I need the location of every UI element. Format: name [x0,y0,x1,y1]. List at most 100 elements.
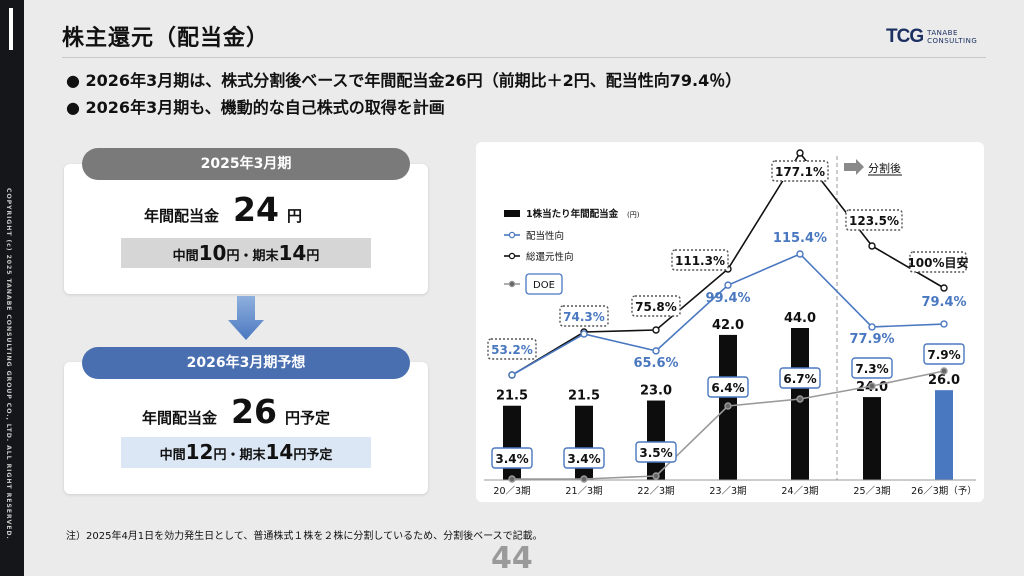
dividend-bar [935,390,953,480]
bar-value-label: 21.5 [496,389,528,404]
bar-value-label: 21.5 [568,389,600,404]
dividend-bar [647,400,665,480]
breakdown-text: 中間 [159,448,186,463]
doe-label-box [707,376,749,398]
x-tick-label: 24／3期 [781,486,818,497]
payout-point [940,320,948,328]
doe-label: 7.3% [855,362,888,376]
total-return-label: 177.1% [775,165,825,179]
amount-label: 年間配当金 [144,207,220,225]
total-return-label: 75.8% [635,300,677,314]
payout-label: 99.4% [705,291,750,306]
doe-point [652,472,660,480]
doe-label-box [851,357,893,379]
payout-label-box [559,305,609,327]
doe-point [724,402,732,410]
doe-point [508,475,516,483]
doe-label: 7.9% [927,348,960,362]
card-2026-amount: 年間配当金 26 円予定 [142,392,330,431]
card-2025-amount: 年間配当金 24 円 [144,190,302,229]
company-logo: TCG TANABE CONSULTING [886,26,977,48]
legend-bar-unit: (円) [627,211,640,219]
payout-point [580,330,588,338]
breakdown-num: 14 [278,241,307,265]
payout-label: 65.6% [633,356,678,371]
x-tick-label: 25／3期 [853,486,890,497]
down-arrow-icon [228,296,264,340]
amount-value: 24 [233,190,279,229]
bullet-item: ● 2026年3月期は、株式分割後ベースで年間配当金26円（前期比＋2円、配当性… [66,71,742,90]
payout-label: 77.9% [849,332,894,347]
amount-label: 年間配当金 [142,409,218,427]
logo-mark: TCG [886,26,924,47]
legend-total-dot [508,252,516,260]
breakdown-text: 円 [306,249,320,264]
doe-label-box [635,441,677,463]
total-return-label-box [909,251,967,273]
bar-value-label: 44.0 [784,311,816,326]
card-2025-breakdown: 中間 10 円・期末 14 円 [121,238,371,268]
bar-value-label: 42.0 [712,318,744,333]
copyright-text: COPYRIGHT (c) 2025 TANABE CONSULTING GRO… [5,188,12,540]
bar-value-label: 26.0 [928,373,960,388]
dividend-bar [503,405,521,480]
title-divider [62,57,986,58]
legend-bar-label: 1株当たり年間配当金 [526,208,619,220]
dividend-card-2025 [64,164,428,294]
doe-label: 3.4% [567,452,600,466]
legend-doe-label: DOE [533,280,555,291]
total-return-point [868,242,876,250]
total-return-label-box [771,160,829,182]
total-return-point [940,284,948,292]
dividend-card-2026 [64,362,428,494]
doe-label: 3.4% [495,452,528,466]
total-return-point [652,326,660,334]
page-title: 株主還元（配当金） [62,26,270,51]
logo-line2: CONSULTING [927,37,978,45]
payout-point [724,281,732,289]
legend-bar-swatch [504,210,520,217]
payout-point [796,250,804,258]
legend-payout-dot [508,231,516,239]
split-annotation: 分割後 [868,161,901,175]
card-2026-breakdown: 中間 12 円・期末 14 円予定 [121,437,371,468]
total-return-label-box [845,209,903,231]
logo-name: TANABE CONSULTING [927,29,977,45]
total-return-label: 111.3% [675,254,725,268]
page-number: 44 [491,541,533,576]
card-2025-title: 2025年3月期 [82,148,410,180]
total-return-label: 100%目安 [907,255,968,270]
doe-label-box [563,447,605,469]
total-return-label: 123.5% [849,214,899,228]
total-return-point [796,149,804,157]
breakdown-num: 12 [185,440,214,464]
doe-point [580,475,588,483]
payout-point [652,347,660,355]
legend-doe-box [525,273,563,295]
payout-label: 53.2% [491,343,533,357]
payout-label-box [487,338,537,360]
doe-point [796,395,804,403]
doe-point [868,382,876,390]
total-return-label-box [671,249,729,271]
breakdown-text: 中間 [172,249,199,264]
breakdown-text: 円・期末 [226,249,279,264]
doe-label-box [491,447,533,469]
doe-label-box [779,367,821,389]
amount-value: 26 [231,392,277,431]
breakdown-num: 14 [265,440,294,464]
logo-line1: TANABE [927,29,958,37]
x-tick-label: 26／3期（予） [911,485,977,497]
sidebar: COPYRIGHT (c) 2025 TANABE CONSULTING GRO… [0,0,24,576]
card-2026-title: 2026年3月期予想 [82,347,410,379]
sidebar-accent [9,8,13,50]
breakdown-num: 10 [198,241,227,265]
bullet-list: ● 2026年3月期は、株式分割後ベースで年間配当金26円（前期比＋2円、配当性… [66,67,741,121]
dividend-bar [575,405,593,480]
bar-value-label: 23.0 [640,384,672,399]
dividend-chart: 21.521.523.042.044.024.026.020／3期21／3期22… [484,149,977,497]
payout-point [868,323,876,331]
dividend-bar [863,397,881,480]
split-arrow-icon [844,159,864,175]
payout-label: 79.4% [921,295,966,310]
